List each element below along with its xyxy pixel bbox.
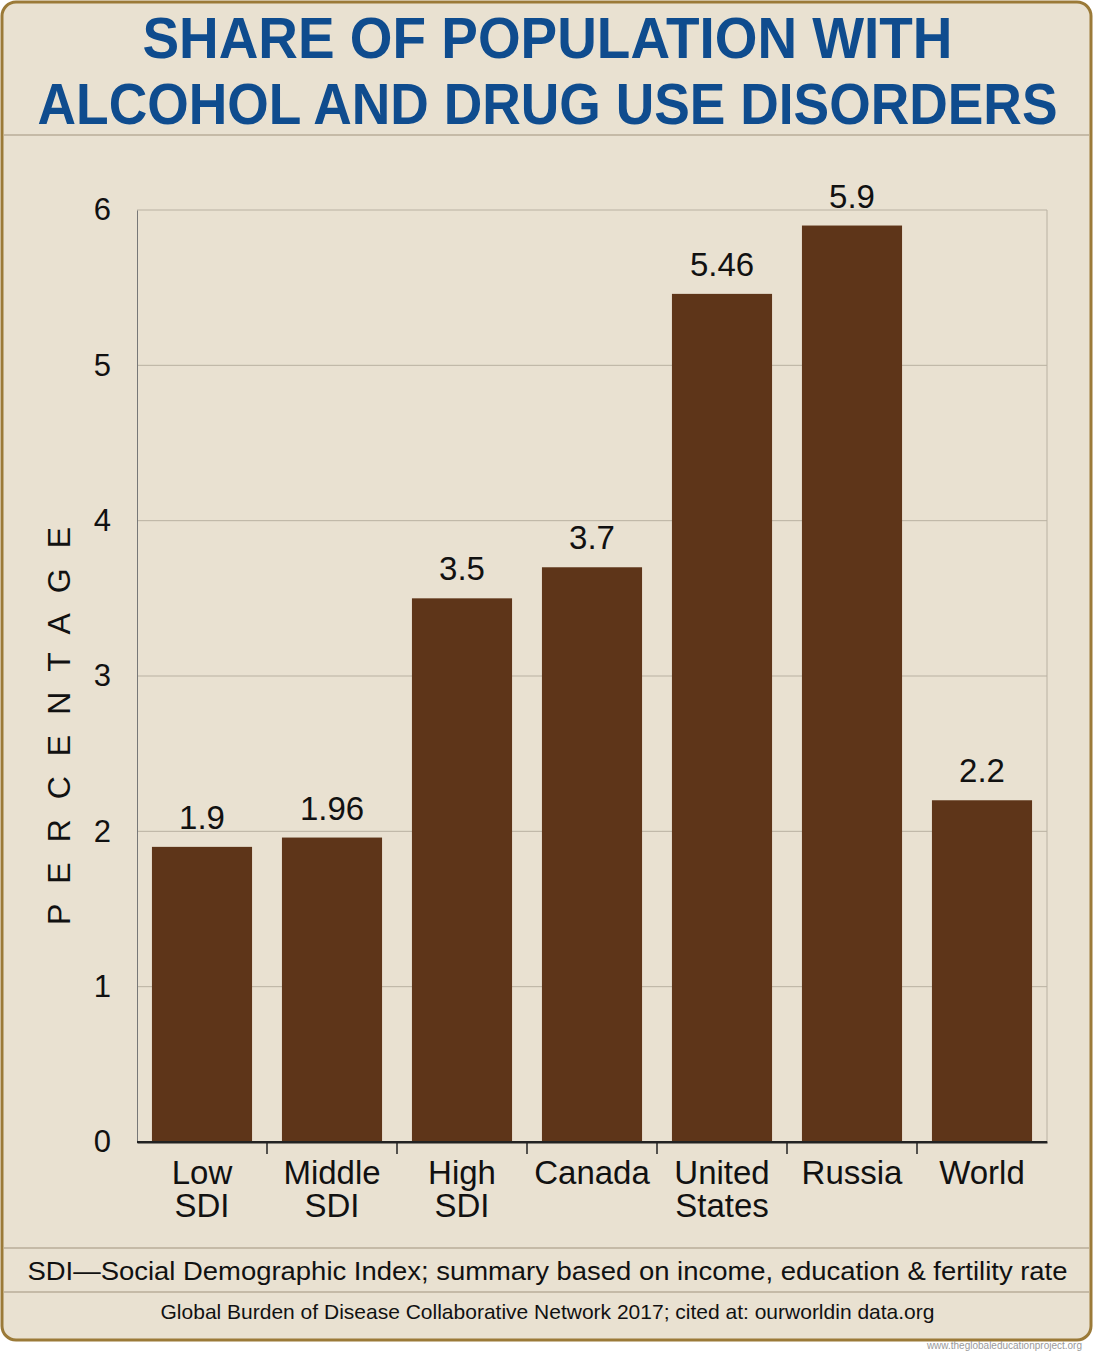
data-label: 3.5 [439, 550, 485, 587]
y-tick: 5 [94, 348, 137, 383]
y-tick: 1 [94, 969, 137, 1004]
x-tick-label: Canada [534, 1154, 650, 1191]
x-tick-label: LowSDI [172, 1154, 233, 1224]
y-tick-label: 5 [94, 348, 111, 383]
x-tick-label: Russia [802, 1154, 904, 1191]
x-axis: LowSDI MiddleSDI HighSDI Canada UnitedStates… [138, 1142, 1048, 1224]
data-label: 1.9 [179, 799, 225, 836]
grid-line [137, 1142, 1047, 1143]
panel [2, 2, 1091, 1340]
x-separator [656, 1142, 658, 1154]
x-tick: Russia [802, 1142, 904, 1191]
x-tick: LowSDI [172, 1142, 233, 1224]
x-tick: HighSDI [428, 1142, 496, 1224]
watermark: www.theglobaleducationproject.org [926, 1340, 1082, 1351]
source: Global Burden of Disease Collaborative N… [161, 1300, 935, 1323]
data-label: 5.9 [829, 178, 875, 215]
x-separators [267, 1142, 917, 1154]
x-tick-label: HighSDI [428, 1154, 496, 1224]
x-tick: MiddleSDI [283, 1142, 380, 1224]
bar [152, 847, 252, 1142]
plot-frame [1047, 210, 1048, 1142]
y-tick: 3 [94, 658, 137, 693]
y-tick: 4 [94, 503, 137, 538]
y-tick-label: 1 [94, 969, 111, 1004]
data-labels: 1.9 1.96 3.5 3.7 5.46 5.9 2.2 [179, 178, 1005, 836]
y-tick-label: 0 [94, 1124, 111, 1159]
grid-line [137, 210, 1047, 211]
x-axis-line [138, 1142, 1048, 1144]
x-separator [266, 1142, 268, 1154]
grid [137, 210, 1047, 1142]
baseline [137, 1141, 1047, 1143]
bar [412, 598, 512, 1142]
x-tick-label: MiddleSDI [283, 1154, 380, 1224]
data-label: 5.46 [690, 246, 754, 283]
y-tick: 0 [94, 1124, 137, 1159]
x-separator [916, 1142, 918, 1154]
footer-rule [4, 1247, 1089, 1249]
x-separator [786, 1142, 788, 1154]
title: ALCOHOL AND DRUG USE DISORDERS [38, 71, 1058, 136]
footer-rule [4, 1291, 1089, 1293]
y-axis-line [137, 211, 138, 1143]
data-label: 3.7 [569, 519, 615, 556]
footnote: SDI—Social Demographic Index; summary ba… [28, 1256, 1068, 1286]
x-tick-label: UnitedStates [674, 1154, 769, 1224]
page-background [0, 0, 1095, 1353]
title: SHARE OF POPULATION WITH [143, 5, 953, 70]
y-tick-label: 6 [94, 192, 111, 227]
bar [282, 838, 382, 1142]
bar [672, 294, 772, 1142]
bar [932, 800, 1032, 1142]
y-tick-label: 3 [94, 658, 111, 693]
y-axis: 0 1 2 3 4 5 6 [94, 192, 138, 1159]
data-label: 2.2 [959, 752, 1005, 789]
y-tick: 6 [94, 192, 137, 227]
y-tick-label: 2 [94, 814, 111, 849]
x-tick: UnitedStates [674, 1142, 769, 1224]
y-axis-title: PERCENTAGE [41, 507, 77, 925]
title-rule [4, 134, 1089, 136]
data-label: 1.96 [300, 790, 364, 827]
bars [152, 226, 1032, 1142]
y-tick-label: 4 [94, 503, 111, 538]
x-separator [396, 1142, 398, 1154]
x-tick: Canada [534, 1142, 650, 1191]
y-tick: 2 [94, 814, 137, 849]
x-tick-label: World [939, 1154, 1025, 1191]
x-tick: World [939, 1142, 1025, 1191]
x-separator [526, 1142, 528, 1154]
bar [802, 226, 902, 1142]
grid-line [137, 365, 1047, 366]
bar [542, 567, 642, 1142]
